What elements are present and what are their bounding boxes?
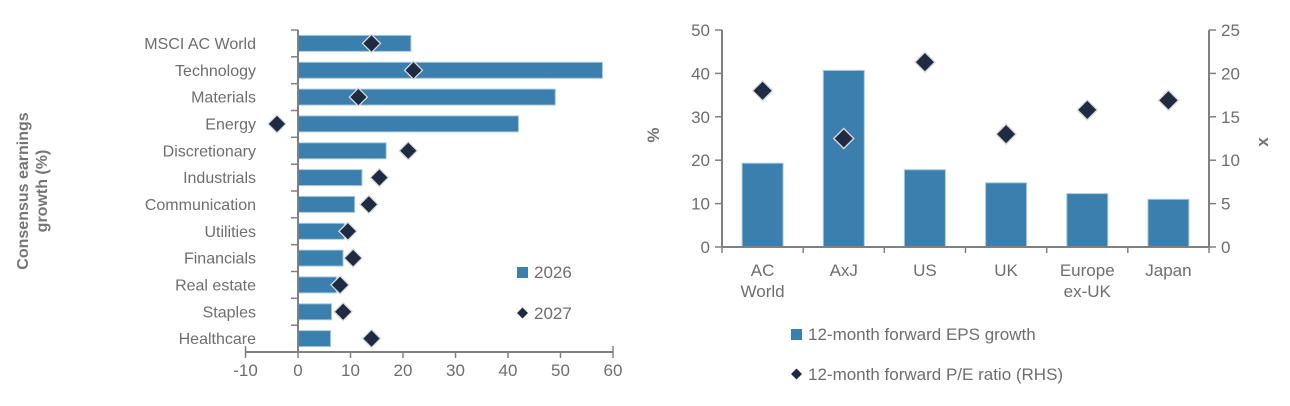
sector-label: MSCI AC World: [144, 36, 256, 53]
bar-2026-utilities: [297, 222, 345, 240]
right-axis-tick-label: 20: [1221, 64, 1240, 83]
right-axis-tick-label: 5: [1221, 195, 1230, 214]
bar-eps-europe-ex-uk: [1066, 193, 1109, 248]
sector-earnings-chart: Consensus earnings growth (%) MSCI AC Worl…: [15, 29, 623, 380]
diamond-pe-japan: [1157, 89, 1180, 112]
bar-2026-industrials: [297, 169, 363, 187]
value-axis-tick-label: 10: [341, 361, 360, 380]
left-axis-tick-label: 10: [691, 195, 710, 214]
regional-eps-pe-chart: 0 10 20 30 40 50 0 5 10 15 20 25% x AC World AxJ US UK Eur…: [645, 0, 1290, 406]
value-axis-tick-label: -10: [233, 361, 258, 380]
bar-2026-energy: [297, 115, 519, 133]
region-label: US: [913, 261, 937, 280]
value-axis-tick-label: 20: [394, 361, 413, 380]
sector-label: Utilities: [204, 224, 256, 241]
diamond-pe-europe-ex-uk: [1076, 98, 1099, 121]
sector-label: Communication: [145, 197, 256, 214]
left-chart-axis-title: Consensus earnings growth (%): [15, 112, 51, 269]
diamond-2027-energy: [267, 113, 287, 134]
right-axis-tick-label: 25: [1221, 21, 1240, 40]
diamond-2027-technology: [403, 60, 424, 81]
bar-eps-uk: [985, 182, 1028, 248]
legend-label-pe: 12-month forward P/E ratio (RHS): [808, 365, 1063, 384]
diamond-pe-ac-world: [751, 79, 774, 102]
diamond-pe-us: [913, 51, 936, 74]
value-axis-tick-label: 0: [293, 361, 302, 380]
right-chart-right-axis-title: x: [1253, 137, 1272, 147]
diamond-2027-healthcare: [361, 328, 382, 349]
value-axis-tick-label: 30: [446, 361, 465, 380]
sector-label: Materials: [191, 90, 256, 107]
left-axis-tick-label: 50: [691, 21, 710, 40]
sector-label: Industrials: [183, 170, 256, 187]
diamond-pe-uk: [995, 123, 1018, 146]
bar-2026-discretionary: [297, 142, 387, 160]
bar-2026-communication: [297, 195, 356, 213]
region-label: Europe: [1060, 261, 1115, 280]
sector-label: Healthcare: [179, 331, 256, 348]
value-axis-tick-label: 40: [499, 361, 518, 380]
legend-swatch-eps: [791, 329, 802, 340]
left-axis-tick-label: 40: [691, 64, 710, 83]
regional-eps-pe-svg: 0 10 20 30 40 50 0 5 10 15 20 25% x AC World AxJ US UK Eur…: [645, 21, 1272, 384]
bar-2026-healthcare: [297, 330, 332, 348]
sector-label: Real estate: [175, 277, 256, 294]
diamond-2027-materials: [348, 87, 369, 108]
legend-marker-pe: [791, 368, 802, 380]
bar-2026-staples: [297, 303, 333, 321]
right-axis-tick-label: 15: [1221, 108, 1240, 127]
bar-eps-axj: [822, 69, 865, 248]
diamond-2027-industrials: [369, 167, 390, 188]
diamond-2027-communication: [358, 194, 379, 215]
right-chart-left-axis-title: %: [645, 127, 663, 142]
diamond-2027-msci-ac-world: [361, 33, 382, 54]
bar-2026-financials: [297, 249, 344, 267]
sector-label: Financials: [184, 251, 256, 268]
bar-eps-us: [903, 169, 946, 248]
bar-2026-materials: [297, 88, 556, 106]
left-axis-tick-label: 0: [701, 238, 710, 257]
diamond-2027-utilities: [337, 221, 358, 242]
legend-swatch-2026: [517, 267, 528, 278]
region-label: Japan: [1145, 261, 1191, 280]
diamond-2027-discretionary: [398, 140, 419, 161]
sector-label: Energy: [205, 116, 256, 133]
legend-label-2027: 2027: [534, 304, 572, 323]
left-axis-tick-label: 30: [691, 108, 710, 127]
sector-label: Staples: [203, 304, 256, 321]
value-axis-tick-label: 50: [551, 361, 570, 380]
sector-label: Discretionary: [163, 143, 256, 160]
legend-marker-2027: [517, 307, 528, 319]
region-label: UK: [994, 261, 1018, 280]
legend-label-2026: 2026: [534, 263, 572, 282]
bar-eps-japan: [1147, 198, 1190, 248]
right-axis-tick-label: 0: [1221, 238, 1230, 257]
diamond-2027-real-estate: [330, 274, 350, 295]
bar-eps-ac-world: [741, 162, 784, 248]
legend-label-eps: 12-month forward EPS growth: [808, 325, 1036, 344]
sector-label: Technology: [175, 63, 256, 80]
diamond-2027-financials: [343, 248, 364, 269]
right-axis-tick-label: 10: [1221, 151, 1240, 170]
sector-earnings-svg: Consensus earnings growth (%) MSCI AC Worl…: [15, 29, 623, 380]
bar-2026-msci-ac-world: [297, 34, 412, 52]
value-axis-tick-label: 60: [604, 361, 623, 380]
diamond-pe-axj: [832, 127, 855, 150]
diamond-2027-staples: [333, 301, 354, 322]
region-label: AxJ: [830, 261, 858, 280]
region-label: ex-UK: [1064, 282, 1112, 301]
bar-2026-technology: [297, 61, 603, 79]
region-label: AC: [751, 261, 775, 280]
left-axis-tick-label: 20: [691, 151, 710, 170]
region-label: World: [741, 282, 785, 301]
